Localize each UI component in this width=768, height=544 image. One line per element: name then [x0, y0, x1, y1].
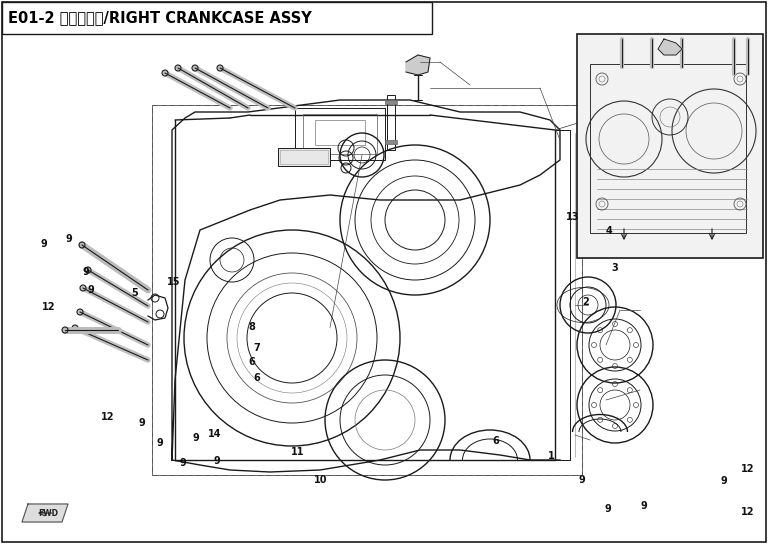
Text: 10: 10 [314, 475, 328, 485]
Text: 9: 9 [721, 476, 727, 486]
Text: 6: 6 [253, 373, 260, 382]
Text: FWD: FWD [38, 509, 58, 517]
Text: 9: 9 [139, 418, 145, 428]
Text: 12: 12 [741, 508, 755, 517]
Text: 8: 8 [249, 323, 255, 332]
Bar [315, 120, 365, 145]
Text: 3: 3 [611, 263, 617, 273]
Bar [152, 105, 582, 475]
Text: 9: 9 [180, 459, 186, 468]
Text: 11: 11 [291, 447, 305, 456]
Text: 1: 1 [548, 451, 554, 461]
Text: 4: 4 [606, 226, 612, 236]
Bar [278, 148, 330, 166]
Bar [295, 108, 385, 160]
Text: 9: 9 [641, 501, 647, 511]
Bar [577, 34, 763, 258]
Text: 12: 12 [101, 412, 114, 422]
Bar [387, 95, 395, 150]
Text: 9: 9 [157, 438, 163, 448]
Polygon shape [658, 39, 682, 55]
Bar [303, 114, 377, 154]
Text: 9: 9 [604, 504, 611, 514]
Text: 9: 9 [41, 239, 47, 249]
Bar [385, 100, 397, 104]
Text: 9: 9 [83, 267, 89, 277]
Bar [385, 140, 397, 144]
Text: 7: 7 [253, 343, 260, 353]
Text: E01-2 右曲轴简组/RIGHT CRANKCASE ASSY: E01-2 右曲轴简组/RIGHT CRANKCASE ASSY [8, 10, 312, 26]
Text: 9: 9 [214, 456, 220, 466]
Text: 9: 9 [193, 434, 199, 443]
Bar [590, 64, 746, 233]
Text: 14: 14 [208, 429, 222, 438]
Text: 15: 15 [167, 277, 180, 287]
Text: 6: 6 [492, 436, 498, 446]
Text: 12: 12 [41, 302, 55, 312]
Text: 2: 2 [582, 298, 588, 307]
Polygon shape [406, 55, 430, 75]
Text: 9: 9 [66, 234, 72, 244]
Text: 9: 9 [88, 285, 94, 295]
Text: 12: 12 [741, 464, 755, 474]
Text: 9: 9 [579, 475, 585, 485]
Bar [2, 2, 432, 34]
Polygon shape [22, 504, 68, 522]
Bar [152, 105, 582, 475]
Text: 6: 6 [249, 357, 255, 367]
Text: 5: 5 [131, 288, 137, 298]
Text: 13: 13 [566, 212, 580, 221]
Bar [280, 150, 328, 164]
